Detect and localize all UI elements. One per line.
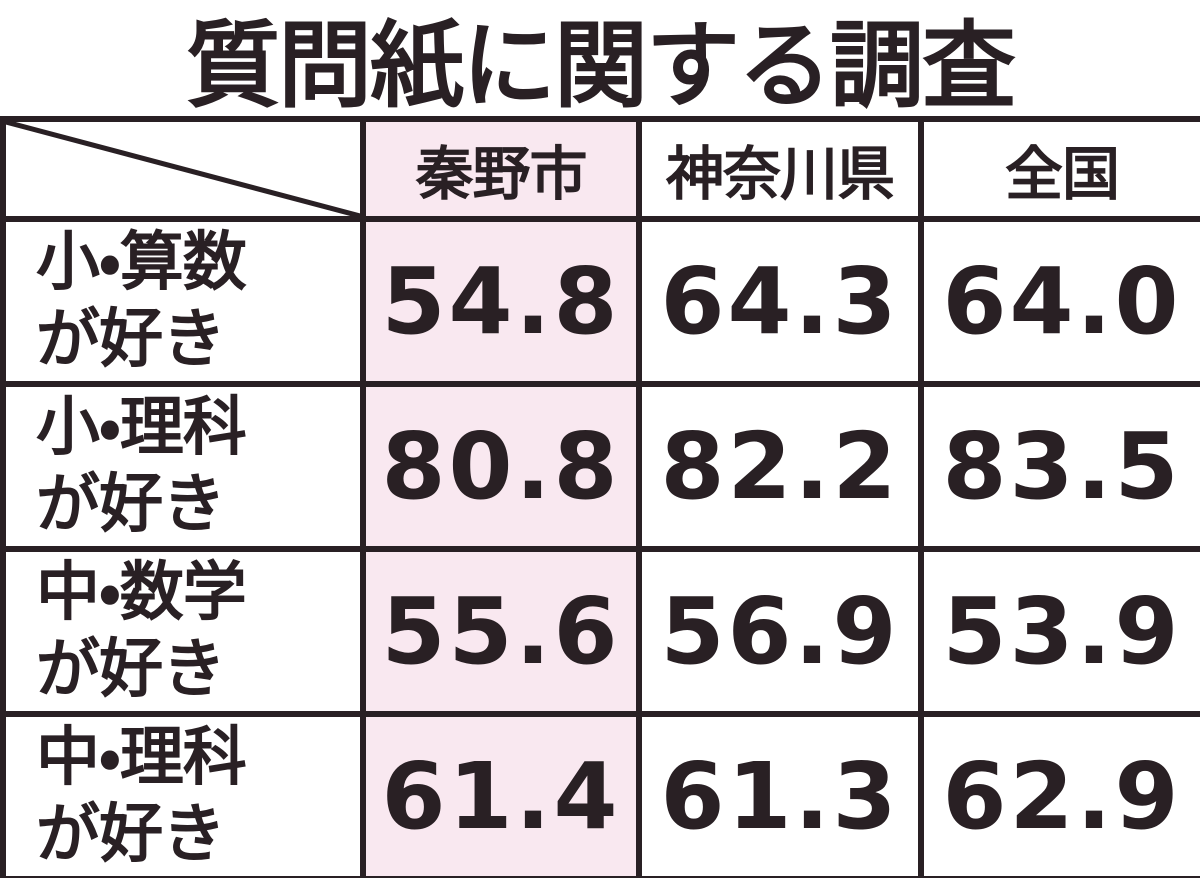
row-label-line1: 中・理科: [36, 720, 247, 795]
value-cell-kanagawa: 61.3: [636, 711, 924, 878]
corner-cell: [0, 116, 366, 222]
col-header-hadano-city: 秦野市: [360, 116, 642, 222]
row-label-line1: 中・数学: [36, 555, 247, 630]
page-title: 質問紙に関する調査: [185, 12, 1016, 121]
table-row-jhs-science: 中・理科 が好き 61.4 61.3 62.9: [0, 711, 1200, 878]
value-cell-kanagawa: 64.3: [636, 216, 924, 387]
table-row-elem-math: 小・算数 が好き 54.8 64.3 64.0: [0, 216, 1200, 387]
row-label-line2: が好き: [36, 302, 226, 377]
diagonal-line: [6, 122, 360, 216]
value-cell-national: 53.9: [918, 546, 1200, 717]
value-cell-kanagawa: 56.9: [636, 546, 924, 717]
header-row: 秦野市 神奈川県 全国: [0, 116, 1200, 222]
row-label-cell: 中・理科 が好き: [0, 711, 366, 878]
row-label-line2: が好き: [36, 467, 226, 542]
value-cell-hadano: 54.8: [360, 216, 642, 387]
value-cell-hadano: 80.8: [360, 381, 642, 552]
value-cell-national: 83.5: [918, 381, 1200, 552]
row-label-line1: 小・理科: [36, 390, 247, 465]
row-label-line2: が好き: [36, 797, 226, 872]
value-cell-national: 64.0: [918, 216, 1200, 387]
row-label-cell: 小・算数 が好き: [0, 216, 366, 387]
row-label-cell: 小・理科 が好き: [0, 381, 366, 552]
col-header-national: 全国: [918, 116, 1200, 222]
row-label-cell: 中・数学 が好き: [0, 546, 366, 717]
survey-table: 秦野市 神奈川県 全国 小・算数 が好き 54.8 64.3 64.0 小・理科…: [0, 116, 1200, 878]
col-header-kanagawa-pref: 神奈川県: [636, 116, 924, 222]
table-row-elem-science: 小・理科 が好き 80.8 82.2 83.5: [0, 381, 1200, 552]
table-row-jhs-math: 中・数学 が好き 55.6 56.9 53.9: [0, 546, 1200, 717]
value-cell-kanagawa: 82.2: [636, 381, 924, 552]
value-cell-hadano: 55.6: [360, 546, 642, 717]
row-label-line2: が好き: [36, 632, 226, 707]
row-label-line1: 小・算数: [36, 225, 247, 300]
value-cell-national: 62.9: [918, 711, 1200, 878]
value-cell-hadano: 61.4: [360, 711, 642, 878]
